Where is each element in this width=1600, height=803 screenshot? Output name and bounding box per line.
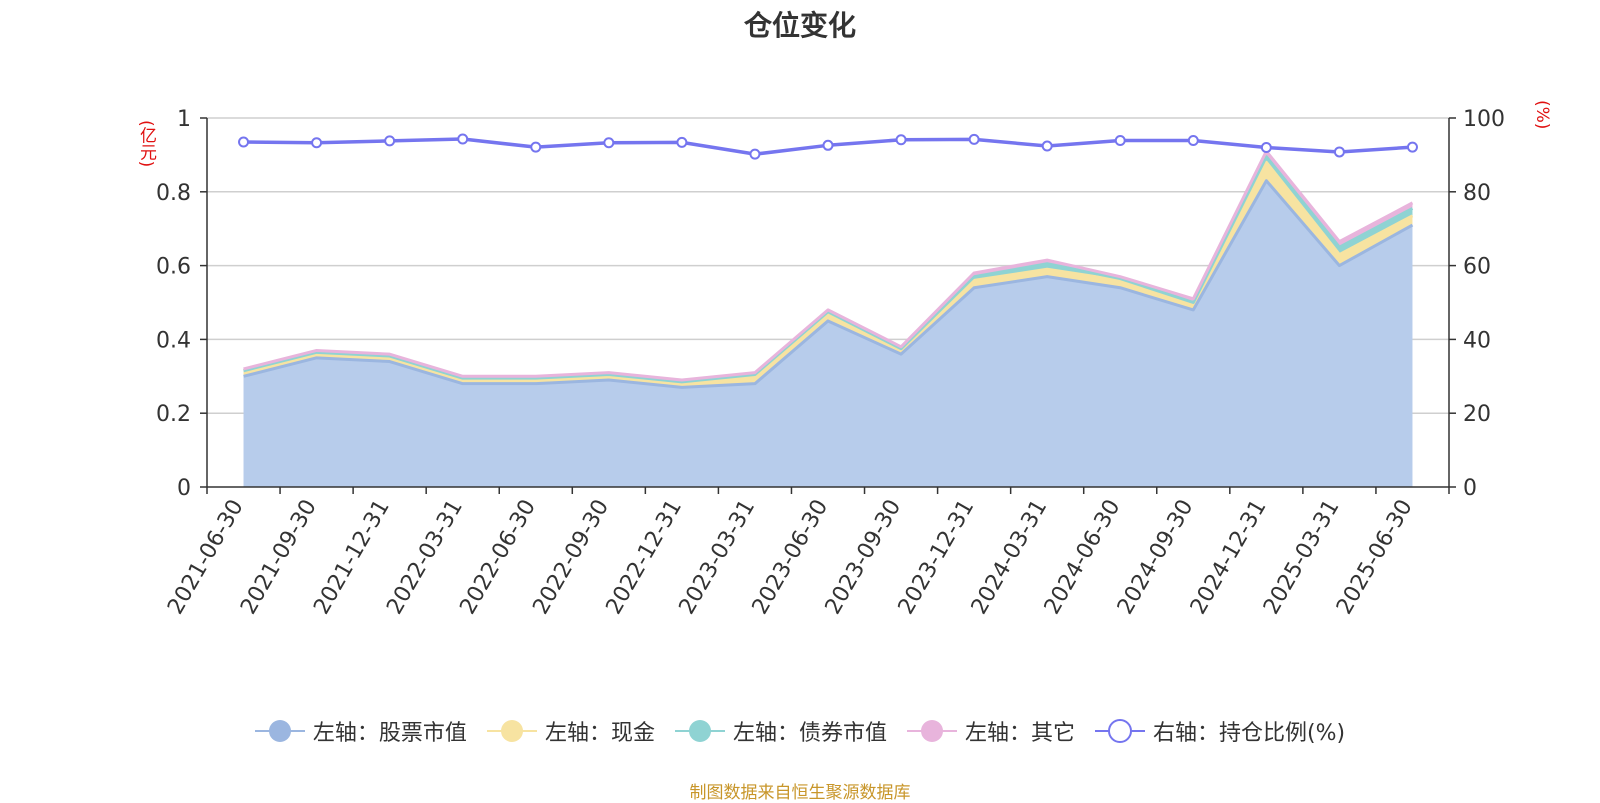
right-tick-label: 20: [1463, 402, 1491, 427]
left-axis-unit: (亿元): [136, 120, 156, 168]
ratio-point: [1041, 140, 1053, 152]
right-tick-label: 100: [1463, 107, 1505, 132]
chart-title: 仓位变化: [743, 9, 856, 42]
x-tick-label: 2023-06-30: [748, 496, 834, 619]
legend-item-cash[interactable]: 左轴：现金: [486, 715, 655, 747]
x-tick-label: 2021-06-30: [163, 496, 249, 619]
stock-legend-icon: [254, 720, 305, 742]
x-tick-label: 2022-12-31: [601, 496, 687, 619]
ratio-point: [895, 134, 907, 146]
ratio-point: [1260, 142, 1272, 154]
bond-legend-icon: [674, 720, 725, 742]
legend-item-ratio[interactable]: 右轴：持仓比例(%): [1094, 715, 1346, 747]
ratio-point: [822, 139, 834, 151]
right-tick-label: 0: [1463, 476, 1477, 501]
x-tick-label: 2021-12-31: [309, 496, 395, 619]
ratio-point: [238, 136, 250, 148]
left-tick-label: 1: [177, 107, 191, 132]
ratio-point: [1406, 141, 1418, 153]
x-tick-label: 2022-09-30: [528, 496, 614, 619]
left-tick-label: 0.8: [156, 181, 191, 206]
x-tick-label: 2025-06-30: [1332, 496, 1418, 619]
line-other: [243, 149, 1414, 382]
x-tick-label: 2022-03-31: [382, 496, 468, 619]
ratio-point: [968, 133, 980, 145]
x-tick-label: 2024-12-31: [1186, 496, 1272, 619]
x-tick-label: 2023-12-31: [894, 496, 980, 619]
ratio-point: [603, 137, 615, 149]
left-tick-label: 0.4: [156, 328, 191, 353]
right-tick-label: 80: [1463, 181, 1491, 206]
ratio-legend-icon: [1094, 719, 1145, 743]
ratio-point: [457, 133, 469, 145]
x-tick-label: 2023-09-30: [821, 496, 907, 619]
legend-label: 左轴：股票市值: [312, 721, 467, 746]
legend-label: 右轴：持仓比例(%): [1152, 721, 1346, 746]
x-tick-label: 2024-06-30: [1040, 496, 1126, 619]
ratio-point: [1187, 135, 1199, 147]
ratio-point: [384, 135, 396, 147]
x-tick-label: 2022-06-30: [455, 496, 541, 619]
ratio-point: [311, 137, 323, 149]
other-legend-icon: [906, 720, 957, 742]
data-source-note: 制图数据来自恒生聚源数据库: [689, 783, 911, 803]
right-tick-label: 40: [1463, 328, 1491, 353]
left-tick-label: 0.6: [156, 255, 191, 280]
x-tick-label: 2024-09-30: [1113, 496, 1199, 619]
x-tick-label: 2025-03-31: [1259, 496, 1345, 619]
x-tick-label: 2024-03-31: [967, 496, 1053, 619]
legend-label: 左轴：其它: [964, 721, 1075, 746]
ratio-point: [749, 148, 761, 160]
ratio-point: [1333, 146, 1345, 158]
line-stock: [243, 179, 1414, 389]
legend-label: 左轴：现金: [544, 721, 655, 746]
right-axis-unit: (%): [1532, 100, 1552, 130]
right-tick-label: 60: [1463, 255, 1491, 280]
legend-item-other[interactable]: 左轴：其它: [906, 715, 1075, 747]
ratio-point: [530, 141, 542, 153]
cash-legend-icon: [486, 720, 537, 742]
chart-legend: 左轴：股票市值 左轴：现金 左轴：债券市值 左轴：其它 右轴：持仓比例(%): [0, 714, 1600, 748]
legend-label: 左轴：债券市值: [732, 721, 887, 746]
legend-item-bond[interactable]: 左轴：债券市值: [674, 715, 887, 747]
x-tick-label: 2021-09-30: [236, 496, 322, 619]
left-tick-label: 0.2: [156, 402, 191, 427]
area-stock: [243, 180, 1413, 488]
ratio-point: [1114, 135, 1126, 147]
ratio-point: [676, 136, 688, 148]
legend-item-stock[interactable]: 左轴：股票市值: [254, 715, 467, 747]
x-tick-label: 2023-03-31: [675, 496, 761, 619]
left-tick-label: 0: [177, 476, 191, 501]
